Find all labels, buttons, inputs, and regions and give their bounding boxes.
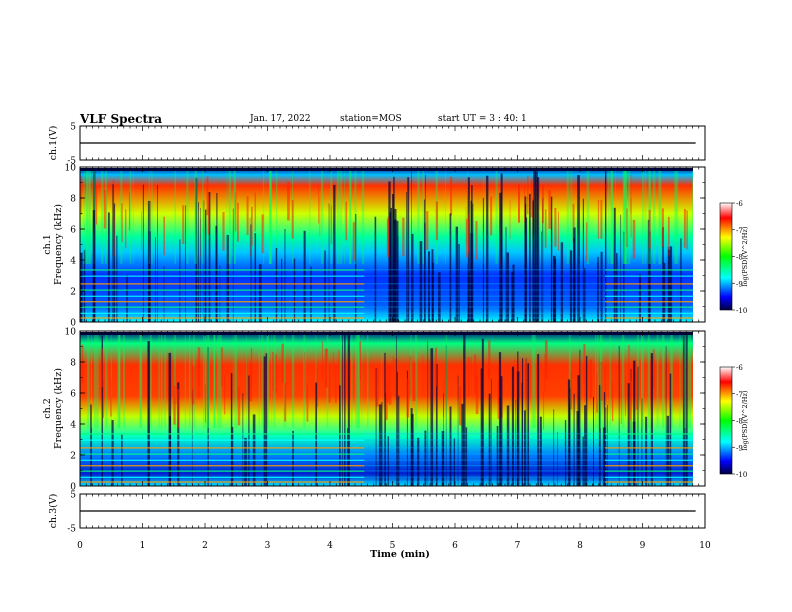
colorbar-label: log(PSD)(V^2/Hz): [741, 390, 749, 450]
x-tick-label: 8: [577, 541, 583, 551]
station-label: station=MOS: [340, 114, 402, 124]
y-axis-label: ch.2Frequency (kHz): [42, 368, 64, 449]
x-tick-label: 9: [640, 541, 646, 551]
y-tick-label: 10: [65, 164, 77, 174]
y-tick-label: 2: [70, 452, 76, 462]
x-tick-label: 3: [265, 541, 271, 551]
colorbar-tick-label: -8: [736, 418, 743, 426]
colorbar-tick-label: -8: [736, 254, 743, 262]
colorbar-tick-label: -10: [736, 471, 747, 479]
y-tick-label: 0: [70, 319, 76, 329]
spectrogram-2: [80, 332, 693, 486]
y-tick-label: 8: [70, 359, 76, 369]
colorbar-tick-label: -9: [736, 280, 743, 288]
colorbar-tick-label: -10: [736, 307, 747, 315]
y-tick-label: 6: [70, 390, 76, 400]
y-tick-label: 0: [70, 483, 76, 493]
x-tick-label: 7: [515, 541, 521, 551]
y-axis-label: ch.3(V): [48, 494, 59, 529]
y-tick-label: 5: [70, 491, 76, 501]
x-tick-label: 4: [327, 541, 333, 551]
y-tick-label: 10: [65, 328, 77, 338]
colorbar: [719, 366, 733, 475]
y-tick-label: 6: [70, 226, 76, 236]
x-axis-label: Time (min): [370, 549, 430, 560]
x-tick-label: 5: [390, 541, 396, 551]
colorbar-tick-label: -7: [736, 227, 743, 235]
y-tick-label: 2: [70, 288, 76, 298]
colorbar-tick-label: -9: [736, 444, 743, 452]
x-tick-label: 6: [452, 541, 458, 551]
colorbar-tick-label: -6: [736, 364, 743, 372]
x-tick-label: 10: [699, 541, 711, 551]
spectrogram-1: [80, 168, 693, 322]
x-tick-label: 0: [77, 541, 83, 551]
y-tick-label: -5: [67, 157, 76, 167]
y-axis-label: ch.1Frequency (kHz): [42, 204, 64, 285]
chart-title: VLF Spectra: [80, 112, 163, 126]
y-tick-label: 8: [70, 195, 76, 205]
colorbar: [719, 202, 733, 311]
y-tick-label: 4: [70, 421, 76, 431]
colorbar-tick-label: -7: [736, 391, 743, 399]
start-time-label: start UT = 3 : 40: 1: [438, 114, 527, 124]
y-tick-label: 5: [70, 123, 76, 133]
y-tick-label: 4: [70, 257, 76, 267]
y-tick-label: -5: [67, 525, 76, 535]
date-label: Jan. 17, 2022: [250, 114, 311, 124]
x-tick-label: 1: [140, 541, 146, 551]
x-tick-label: 2: [202, 541, 208, 551]
y-axis-label: ch.1(V): [48, 126, 59, 161]
colorbar-tick-label: -6: [736, 200, 743, 208]
colorbar-label: log(PSD)(V^2/Hz): [741, 226, 749, 286]
